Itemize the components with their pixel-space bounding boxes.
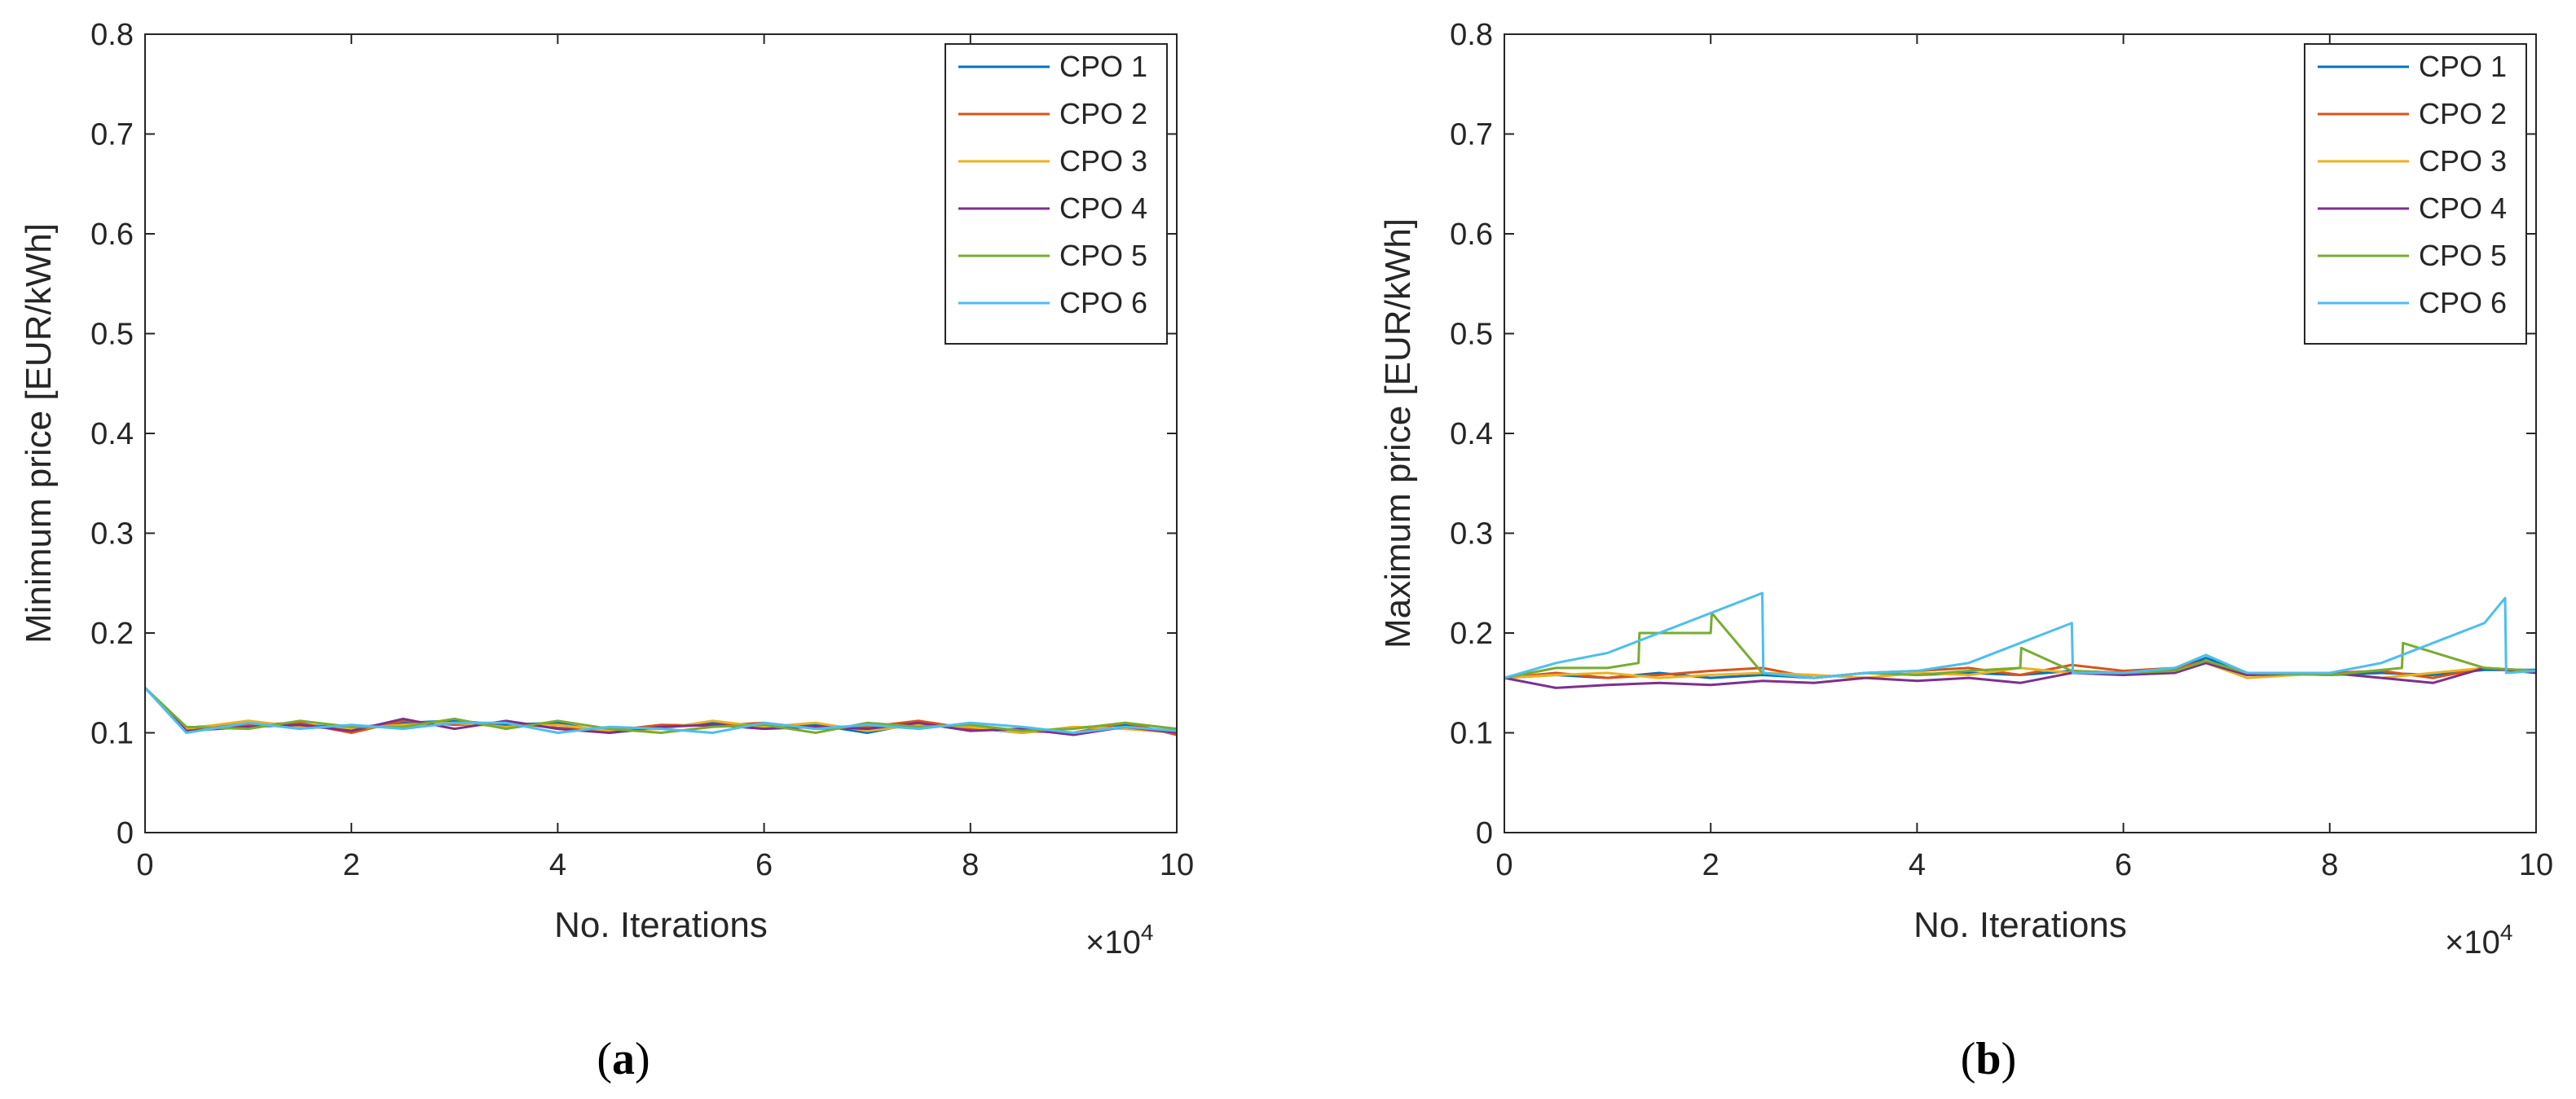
x-tick-label: 8 [962, 848, 979, 882]
x-tick-labels-b: 0 2 4 6 8 10 [1495, 848, 2553, 882]
y-tick-label: 0.4 [1450, 417, 1493, 451]
plot-frame-b [1504, 33, 2537, 833]
y-tick-labels-b: 0 0.1 0.2 0.3 0.4 0.5 0.6 0.7 0.8 [1450, 18, 1493, 851]
legend-label-cpo-2: CPO 2 [2419, 97, 2507, 130]
legend-label-cpo-5: CPO 5 [1059, 239, 1147, 272]
series-line-cpo-5 [143, 687, 1178, 734]
y-tick-label: 0.5 [90, 318, 134, 352]
legend-label-cpo-2: CPO 2 [1059, 97, 1147, 130]
caption-a: (a) [597, 1034, 650, 1084]
series-line-cpo-6 [1504, 591, 2537, 679]
x-tick-label: 6 [2115, 848, 2132, 882]
panel-b: 0 2 4 6 8 10 0 0.1 0.2 0.3 0.4 0.5 0.6 0.7 0.8 No. It… [1378, 18, 2553, 1084]
plot-frame-a [144, 33, 1178, 833]
legend-label-cpo-4: CPO 4 [2419, 191, 2507, 225]
y-tick-label: 0.6 [90, 218, 134, 252]
x-tick-label: 10 [1160, 848, 1194, 882]
legend-label-cpo-3: CPO 3 [1059, 144, 1147, 178]
y-tick-label: 0.2 [1450, 617, 1493, 651]
x-multiplier-a: ×104 [1085, 920, 1153, 961]
series-line-cpo-5 [1504, 612, 2537, 679]
y-tick-label: 0.8 [90, 18, 134, 52]
legend-box [945, 43, 1168, 345]
x-tick-labels-a: 0 2 4 6 8 10 [136, 848, 1194, 882]
legend-box [2304, 43, 2527, 345]
x-axis-label-b: No. Iterations [1913, 905, 2127, 945]
y-tick-label: 0.8 [1450, 18, 1493, 52]
x-tick-label: 0 [1495, 848, 1513, 882]
y-tick-label: 0.3 [1450, 517, 1493, 552]
y-tick-label: 0.7 [90, 118, 134, 152]
series-line-cpo-6 [143, 687, 1178, 734]
x-tick-label: 6 [755, 848, 773, 882]
legend-a: CPO 1 CPO 2 CPO 3 CPO 4 CPO 5 CPO 6 [945, 43, 1168, 345]
y-axis-label-a: Minimum price [EUR/kWh] [19, 223, 59, 644]
legend-label-cpo-5: CPO 5 [2419, 239, 2507, 272]
panel-a: 0 2 4 6 8 10 0 0.1 0.2 0.3 0.4 0.5 0.6 0.7 0.8 No. It… [19, 18, 1194, 1084]
legend-label-cpo-3: CPO 3 [2419, 144, 2507, 178]
y-tick-label: 0 [1476, 816, 1493, 851]
y-tick-label: 0 [117, 816, 134, 851]
x-tick-label: 0 [136, 848, 153, 882]
series-lines-b [1504, 591, 2537, 689]
legend-label-cpo-6: CPO 6 [2419, 286, 2507, 319]
y-tick-labels-a: 0 0.1 0.2 0.3 0.4 0.5 0.6 0.7 0.8 [90, 18, 134, 851]
y-axis-label-b: Maximum price [EUR/kWh] [1378, 218, 1418, 648]
legend-label-cpo-1: CPO 1 [2419, 50, 2507, 83]
x-tick-label: 10 [2519, 848, 2553, 882]
caption-b: (b) [1961, 1034, 2016, 1084]
y-tick-label: 0.1 [90, 717, 134, 751]
x-tick-label: 2 [1702, 848, 1720, 882]
y-tick-label: 0.1 [1450, 717, 1493, 751]
x-axis-label-a: No. Iterations [554, 905, 768, 945]
y-tick-label: 0.7 [1450, 118, 1493, 152]
legend-label-cpo-4: CPO 4 [1059, 191, 1147, 225]
y-tick-label: 0.2 [90, 617, 134, 651]
x-tick-label: 8 [2321, 848, 2338, 882]
legend-b: CPO 1 CPO 2 CPO 3 CPO 4 CPO 5 CPO 6 [2304, 43, 2527, 345]
legend-label-cpo-1: CPO 1 [1059, 50, 1147, 83]
x-tick-label: 4 [1909, 848, 1926, 882]
x-tick-label: 2 [343, 848, 360, 882]
y-tick-label: 0.5 [1450, 318, 1493, 352]
series-line-cpo-4 [1504, 662, 2537, 689]
y-tick-label: 0.3 [90, 517, 134, 552]
series-lines-a [143, 687, 1178, 736]
x-multiplier-b: ×104 [2445, 920, 2512, 961]
x-tick-label: 4 [549, 848, 566, 882]
legend-label-cpo-6: CPO 6 [1059, 286, 1147, 319]
y-tick-label: 0.4 [90, 417, 134, 451]
y-tick-label: 0.6 [1450, 218, 1493, 252]
